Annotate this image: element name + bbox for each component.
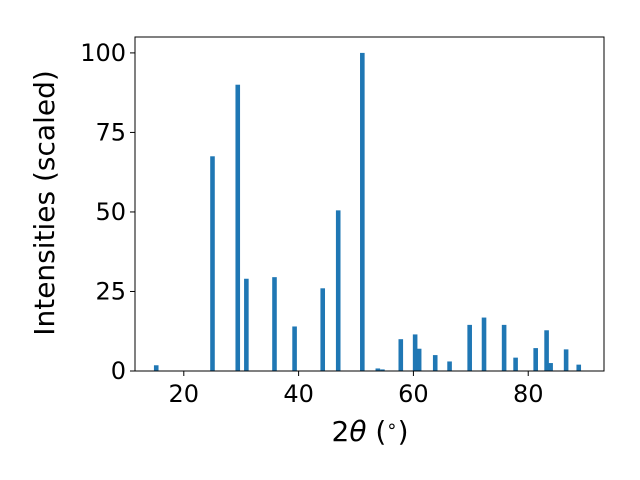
bar-peak-22 xyxy=(548,363,553,371)
plot-frame xyxy=(134,36,605,372)
bar-peak-13 xyxy=(416,348,422,371)
bar-peak-20 xyxy=(533,348,538,371)
bar-peak-9 xyxy=(375,368,381,371)
bar-peak-16 xyxy=(467,324,472,371)
bar-peak-24 xyxy=(576,364,582,371)
y-tick-label-100: 100 xyxy=(80,39,126,67)
bar-peak-21 xyxy=(544,330,549,371)
bar-peak-12 xyxy=(412,334,418,371)
axes-layer: 20 40 60 80 0 25 50 75 100 xyxy=(80,39,543,408)
x-axis-label-close: ) xyxy=(398,415,409,448)
x-tick-label-20: 20 xyxy=(169,380,200,408)
x-tick-label-80: 80 xyxy=(513,380,544,408)
x-axis-label-theta: θ xyxy=(349,415,366,448)
bar-peak-11 xyxy=(398,339,404,371)
bar-peak-1 xyxy=(210,156,215,371)
bar-peak-7 xyxy=(335,210,341,371)
bar-peak-3 xyxy=(244,278,249,371)
bar-peak-14 xyxy=(432,355,438,371)
x-tick-label-60: 60 xyxy=(398,380,429,408)
x-axis-label-unit: ( xyxy=(366,415,386,448)
bar-peak-2 xyxy=(235,84,241,372)
y-tick-label-50: 50 xyxy=(95,198,126,226)
x-axis-label: 2θ (∘) xyxy=(331,415,408,448)
x-axis-label-degree: ∘ xyxy=(386,416,397,437)
bar-peak-18 xyxy=(501,324,507,371)
y-tick-label-0: 0 xyxy=(111,357,126,385)
bar-peak-17 xyxy=(481,317,487,371)
y-tick-label-75: 75 xyxy=(95,118,126,146)
x-tick-label-40: 40 xyxy=(283,380,314,408)
y-tick-label-25: 25 xyxy=(95,277,126,305)
y-axis-label: Intensities (scaled) xyxy=(28,70,61,336)
bar-peak-23 xyxy=(563,349,569,371)
bar-peak-5 xyxy=(292,326,297,371)
bar-peak-0 xyxy=(153,365,159,371)
bar-peak-4 xyxy=(272,277,277,371)
bar-peak-8 xyxy=(360,52,365,372)
bars-layer xyxy=(153,52,582,372)
bar-peak-19 xyxy=(513,357,518,371)
bar-peak-15 xyxy=(447,361,452,371)
bar-peak-10 xyxy=(380,369,385,371)
bar-peak-6 xyxy=(320,288,326,371)
x-axis-label-main: 2 xyxy=(331,415,349,448)
